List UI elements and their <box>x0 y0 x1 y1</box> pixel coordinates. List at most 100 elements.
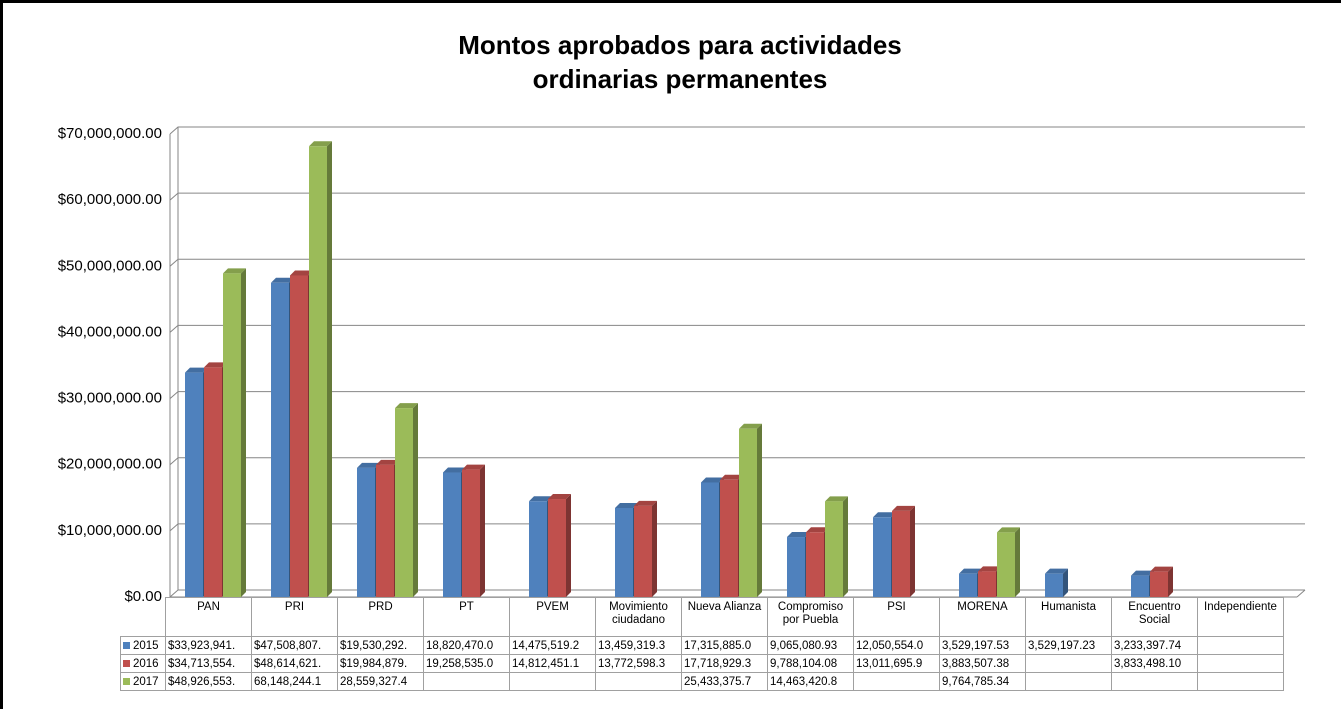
bar-top <box>806 527 829 533</box>
grid-line <box>169 391 1305 399</box>
bar-top <box>548 494 571 500</box>
bar-top <box>443 467 466 473</box>
value-cell: 18,820,470.0 <box>423 636 510 655</box>
series-row: 2016 $34,713,554. $48,614,621. $19,984,879.… <box>120 654 1284 673</box>
bar-front <box>787 537 805 597</box>
legend-key <box>123 677 130 685</box>
value-cell: $48,614,621. <box>251 654 338 673</box>
bar-front <box>443 472 461 597</box>
bar-front <box>548 499 566 597</box>
y-tick-label: $10,000,000.00 <box>58 522 162 539</box>
bar-side <box>757 423 762 597</box>
legend-cell: 2017 <box>120 672 166 691</box>
value-cell: $19,984,879. <box>337 654 424 673</box>
legend-label: 2017 <box>133 675 159 688</box>
bar-top <box>376 459 399 465</box>
bar-top <box>309 141 332 147</box>
value-cell <box>1025 654 1112 673</box>
x-tick-label: PRD <box>337 597 424 637</box>
value-cell: 19,258,535.0 <box>423 654 510 673</box>
grid-line <box>169 258 1305 267</box>
legend-key <box>123 641 130 649</box>
value-cell <box>1197 672 1284 691</box>
bar-top <box>615 502 638 508</box>
value-cell: $47,508,807. <box>251 636 338 655</box>
x-tick-label: Movimiento ciudadano <box>595 597 682 637</box>
grid-line <box>169 589 1305 598</box>
grid-line <box>169 523 1305 532</box>
bar-top <box>892 505 915 511</box>
grid-line <box>169 192 1305 201</box>
value-cell: 68,148,244.1 <box>251 672 338 691</box>
bar-side <box>652 500 657 597</box>
bar-front <box>462 469 480 597</box>
chart-title: Montos aprobados para actividades ordina… <box>458 30 902 94</box>
value-cell: 3,529,197.53 <box>939 636 1026 655</box>
series-row: 2017 $48,926,553. 68,148,244.1 28,559,327.4… <box>120 672 1284 691</box>
value-cell: 13,011,695.9 <box>853 654 940 673</box>
y-tick-label: $20,000,000.00 <box>58 456 162 473</box>
bar-top <box>185 367 208 373</box>
header-row: PAN PRI PRD PT PVEM Movimiento ciudadano Nueva… <box>121 597 1284 637</box>
value-cell: 9,065,080.93 <box>767 636 854 655</box>
bar-front <box>290 275 308 597</box>
bar-side <box>413 403 418 597</box>
value-cell: 13,772,598.3 <box>595 654 682 673</box>
bar-front <box>271 282 289 597</box>
bar-front <box>739 428 757 597</box>
bar <box>634 500 657 597</box>
y-tick-label: $0.00 <box>124 588 162 605</box>
value-cell: 3,529,197.23 <box>1025 636 1112 655</box>
bar-top <box>959 568 982 574</box>
bar-front <box>204 367 222 597</box>
x-tick-label: Compromiso por Puebla <box>767 597 854 637</box>
x-tick-label: MORENA <box>939 597 1026 637</box>
value-cell <box>509 672 596 691</box>
value-cell: $34,713,554. <box>165 654 252 673</box>
value-cell: 14,812,451.1 <box>509 654 596 673</box>
legend-key <box>123 659 130 667</box>
corner-cell <box>121 598 166 637</box>
bar-top <box>290 270 313 276</box>
bar-front <box>223 273 241 597</box>
x-tick-label: PRI <box>251 597 338 637</box>
bar <box>739 423 762 597</box>
value-cell: $33,923,941. <box>165 636 252 655</box>
value-cell: 28,559,327.4 <box>337 672 424 691</box>
bar <box>997 527 1020 597</box>
y-tick-label: $70,000,000.00 <box>58 125 162 142</box>
legend-label: 2016 <box>133 657 159 670</box>
value-cell: 17,718,929.3 <box>681 654 768 673</box>
grid-line <box>169 457 1305 466</box>
bar-side <box>327 141 332 597</box>
value-cell: 3,233,397.74 <box>1111 636 1198 655</box>
bar-top <box>720 474 743 480</box>
bar <box>223 268 246 597</box>
y-tick-label: $40,000,000.00 <box>58 323 162 340</box>
bar-top <box>978 566 1001 572</box>
bar-top <box>634 500 657 506</box>
bar-front <box>1131 575 1149 597</box>
bar-top <box>1045 568 1068 574</box>
bar-front <box>873 517 891 597</box>
bar-top <box>204 362 227 368</box>
value-cell: 12,050,554.0 <box>853 636 940 655</box>
y-tick-label: $30,000,000.00 <box>58 390 162 407</box>
value-cell: 9,788,104.08 <box>767 654 854 673</box>
bar-front <box>1150 571 1168 597</box>
bar-front <box>825 501 843 597</box>
bar <box>309 141 332 597</box>
bar-top <box>395 403 418 409</box>
bar-top <box>1150 566 1173 572</box>
bar-front <box>997 532 1015 597</box>
bar-front <box>185 372 203 597</box>
bar-top <box>529 496 552 502</box>
bar <box>1150 566 1173 597</box>
bar-front <box>959 573 977 597</box>
bar-side <box>1063 568 1068 597</box>
x-tick-label: Encuentro Social <box>1111 597 1198 637</box>
value-cell: 3,833,498.10 <box>1111 654 1198 673</box>
